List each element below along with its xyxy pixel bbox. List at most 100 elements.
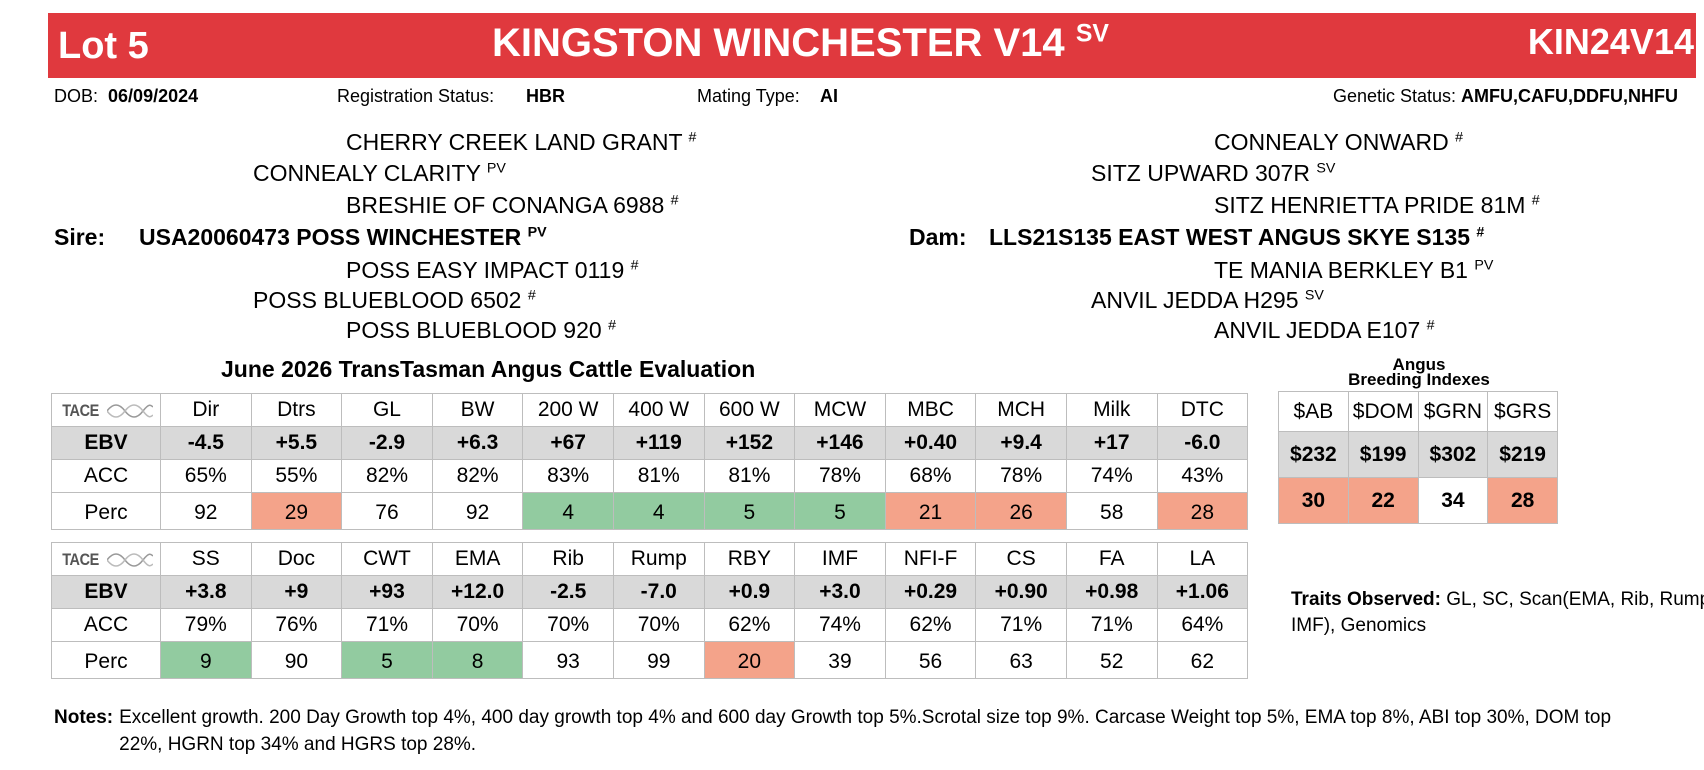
trait-header: GL [341,393,433,427]
header-banner: Lot 5 KINGSTON WINCHESTER V14 SV KIN24V1… [48,13,1696,78]
ebv-row: EBV -4.5 +5.5 -2.9 +6.3 +67 +119 +152 +146 +0.40 +… [51,426,1249,460]
acc-value: 62% [703,608,796,642]
ebv-value: -7.0 [612,575,705,609]
ebv-value: -6.0 [1156,426,1249,460]
trait-header-row: TACE Dir Dtrs GL BW 200 W 400 W 600 W MCW MBC MCH M… [51,393,1249,427]
trait-header: Doc [250,542,343,576]
index-perc-row: 30 22 34 28 [1278,477,1558,524]
ebv-value: +0.90 [975,575,1067,609]
animal-name: KINGSTON WINCHESTER V14 SV [492,20,1109,65]
trait-header: 400 W [612,393,705,427]
ebv-value: +3.8 [160,575,252,609]
perc-value: 56 [884,641,977,679]
ebv-value: +146 [794,426,886,460]
notes-text: Excellent growth. 200 Day Growth top 4%,… [119,707,1612,755]
trait-header: Rib [522,542,614,576]
perc-row: Perc 92 29 76 92 4 4 5 5 21 26 58 28 [51,492,1249,530]
trait-header: IMF [794,542,886,576]
genetic-status-label: Genetic Status: [1332,86,1457,106]
sire-sire-dam: BRESHIE OF CONANGA 6988 # [346,192,679,218]
index-perc: 34 [1417,477,1489,524]
perc-value: 20 [703,641,796,679]
dob-field: DOB: 06/09/2024 [54,86,198,107]
index-value-row: $232 $199 $302 $219 [1278,431,1558,478]
index-value: $302 [1417,431,1489,478]
sire-name: USA20060473 POSS WINCHESTER PV [139,224,547,250]
traits-observed: Traits Observed: GL, SC, Scan(EMA, Rib, … [1291,587,1704,639]
ebv-value: +0.40 [884,426,977,460]
dob-label: DOB: [54,86,99,106]
index-label: $GRN [1417,391,1489,432]
trait-header: CWT [341,542,433,576]
acc-value: 78% [794,459,886,493]
row-label-perc: Perc [51,641,161,679]
index-label: $DOM [1347,391,1419,432]
registration-status-field: Registration Status: [337,86,494,107]
trait-header: BW [431,393,524,427]
index-label: $AB [1278,391,1349,432]
indexes-title: Angus Breeding Indexes [1278,355,1560,388]
index-perc: 22 [1347,477,1419,524]
perc-value: 8 [431,641,524,679]
ebv-value: +3.0 [794,575,886,609]
acc-value: 81% [703,459,796,493]
mating-type-value: AI [820,86,838,106]
acc-value: 83% [522,459,614,493]
perc-value: 4 [612,492,705,530]
registration-status-label: Registration Status: [337,86,495,106]
acc-value: 64% [1156,608,1249,642]
sire-dam: POSS BLUEBLOOD 6502 # [253,287,536,313]
perc-value: 76 [341,492,433,530]
perc-value: 58 [1065,492,1158,530]
perc-value: 52 [1065,641,1158,679]
acc-value: 76% [250,608,343,642]
perc-value: 28 [1156,492,1249,530]
row-label-acc: ACC [51,608,161,642]
sire-sire: CONNEALY CLARITY PV [253,160,506,186]
perc-value: 92 [431,492,524,530]
ebv-table-2: TACE SS Doc CWT EMA Rib Rump RBY IMF NFI-F CS FA LA … [51,542,1249,679]
perc-value: 62 [1156,641,1249,679]
trait-header: Milk [1065,393,1158,427]
acc-value: 82% [341,459,433,493]
tace-logo-text: TACE [62,550,100,569]
acc-value: 71% [341,608,433,642]
genetic-status-field: Genetic Status: AMFU,CAFU,DDFU,NHFU [1333,86,1678,107]
ebv-value: -4.5 [160,426,252,460]
row-label-ebv: EBV [51,575,161,609]
trait-header: EMA [431,542,524,576]
traits-observed-label: Traits Observed: [1291,589,1441,610]
traits-observed-text: GL, SC, Scan(EMA, Rib, Rump, IMF), Genom… [1291,589,1704,636]
acc-value: 71% [1065,608,1158,642]
trait-header: SS [160,542,252,576]
indexes-title-line1: Angus [1392,355,1446,374]
acc-value: 65% [160,459,252,493]
animal-code: KIN24V14 [1527,21,1694,62]
ebv-row: EBV +3.8 +9 +93 +12.0 -2.5 -7.0 +0.9 +3.0 +0.29 +0… [51,575,1249,609]
acc-value: 74% [794,608,886,642]
ebv-value: -2.5 [522,575,614,609]
dam-name: LLS21S135 EAST WEST ANGUS SKYE S135 # [989,224,1485,250]
genetic-status-value: AMFU,CAFU,DDFU,NHFU [1461,86,1678,106]
acc-value: 55% [250,459,343,493]
mating-type-field: Mating Type: [697,86,800,107]
perc-value: 99 [612,641,705,679]
trait-header: RBY [703,542,796,576]
lot-number: Lot 5 [58,25,149,67]
tace-logo: TACE [51,393,161,427]
acc-value: 62% [884,608,977,642]
dam-dam: ANVIL JEDDA H295 SV [1091,287,1324,313]
mating-type-value-wrap: AI [820,86,838,107]
index-perc: 28 [1487,477,1558,524]
dam-label: Dam: [909,224,967,250]
perc-value: 5 [341,641,433,679]
ebv-table-1: TACE Dir Dtrs GL BW 200 W 400 W 600 W MCW MBC MCH M… [51,393,1249,530]
breeding-index-table: $AB $DOM $GRN $GRS $232 $199 $302 $219 30 22 34 2… [1278,391,1558,524]
index-value: $232 [1278,431,1349,478]
acc-value: 68% [884,459,977,493]
trait-header: MCH [975,393,1067,427]
trait-header: Dir [160,393,252,427]
sire-dam-sire: POSS EASY IMPACT 0119 # [346,257,639,283]
perc-value: 4 [522,492,614,530]
perc-value: 26 [975,492,1067,530]
